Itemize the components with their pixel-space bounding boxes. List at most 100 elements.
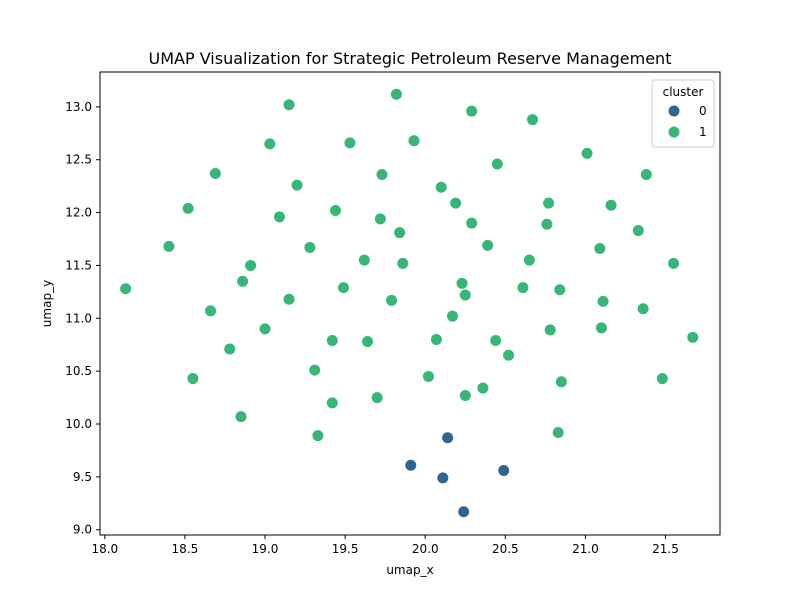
- data-point-cluster-1: [542, 196, 556, 210]
- data-point-cluster-1: [407, 134, 421, 148]
- data-point-cluster-1: [208, 166, 222, 180]
- data-point-cluster-1: [393, 226, 407, 240]
- data-point-cluster-1: [553, 283, 567, 297]
- y-tick-label: 10.0: [65, 417, 92, 431]
- data-point-cluster-0: [497, 464, 511, 478]
- data-point-cluster-1: [357, 253, 371, 267]
- data-point-cluster-1: [223, 342, 237, 356]
- data-point-cluster-1: [593, 242, 607, 256]
- x-tick-label: 20.5: [492, 542, 519, 556]
- data-point-cluster-1: [263, 137, 277, 151]
- y-axis-ticks: 9.0 9.5 10.0 10.5 11.0 11.5 12.0 12.5 13.0: [65, 100, 100, 537]
- data-point-cluster-1: [337, 281, 351, 295]
- y-tick-label: 13.0: [65, 100, 92, 114]
- data-point-cluster-1: [543, 323, 557, 337]
- x-tick-label: 19.5: [332, 542, 359, 556]
- y-tick-label: 9.5: [73, 470, 92, 484]
- data-point-cluster-1: [329, 203, 343, 217]
- plot-frame: [99, 71, 721, 536]
- data-point-cluster-1: [540, 217, 554, 231]
- data-point-cluster-1: [631, 224, 645, 238]
- data-point-cluster-1: [458, 288, 472, 302]
- y-tick-label: 12.5: [65, 153, 92, 167]
- data-point-cluster-0: [457, 505, 471, 519]
- data-point-cluster-1: [204, 304, 218, 318]
- data-point-cluster-1: [526, 113, 540, 127]
- data-point-cluster-1: [389, 87, 403, 101]
- data-point-cluster-1: [325, 333, 339, 347]
- x-tick-label: 18.5: [172, 542, 199, 556]
- data-point-cluster-1: [489, 333, 503, 347]
- data-point-cluster-1: [162, 239, 176, 253]
- y-tick-label: 11.0: [65, 311, 92, 325]
- data-point-cluster-1: [551, 425, 565, 439]
- legend-marker-1: [667, 125, 681, 139]
- x-axis-ticks: 18.0 18.5 19.0 19.5 20.0 20.5 21.0 21.5: [91, 535, 679, 556]
- data-point-cluster-1: [554, 375, 568, 389]
- data-point-cluster-1: [272, 210, 286, 224]
- data-point-cluster-1: [429, 332, 443, 346]
- data-point-cluster-1: [522, 253, 536, 267]
- data-point-cluster-1: [445, 309, 459, 323]
- data-point-cluster-1: [639, 168, 653, 182]
- data-point-cluster-1: [604, 198, 618, 212]
- x-tick-label: 19.0: [252, 542, 279, 556]
- data-point-cluster-0: [436, 471, 450, 485]
- legend-label-0: 0: [699, 104, 707, 118]
- data-point-cluster-1: [449, 196, 463, 210]
- legend: cluster 0 1: [651, 79, 715, 148]
- data-point-cluster-1: [655, 372, 669, 386]
- data-point-cluster-1: [361, 335, 375, 349]
- data-point-cluster-1: [594, 321, 608, 335]
- x-tick-label: 21.5: [652, 542, 679, 556]
- data-point-cluster-1: [373, 212, 387, 226]
- data-point-cluster-1: [119, 282, 133, 296]
- data-point-cluster-1: [458, 388, 472, 402]
- data-point-cluster-1: [308, 363, 322, 377]
- data-point-cluster-1: [186, 372, 200, 386]
- data-point-cluster-1: [303, 240, 317, 254]
- data-point-cluster-1: [516, 281, 530, 295]
- data-point-cluster-1: [481, 238, 495, 252]
- data-point-cluster-1: [455, 276, 469, 290]
- data-point-cluster-1: [490, 157, 504, 171]
- data-point-cluster-1: [580, 146, 594, 160]
- data-point-cluster-1: [343, 136, 357, 150]
- data-point-cluster-1: [434, 180, 448, 194]
- data-point-cluster-1: [686, 330, 700, 344]
- y-tick-label: 12.0: [65, 206, 92, 220]
- plot-points: [119, 87, 700, 519]
- data-point-cluster-1: [258, 322, 272, 336]
- data-point-cluster-1: [282, 292, 296, 306]
- legend-label-1: 1: [699, 125, 707, 139]
- y-axis-label: umap_y: [40, 280, 54, 327]
- data-point-cluster-1: [236, 274, 250, 288]
- data-point-cluster-1: [325, 396, 339, 410]
- data-point-cluster-1: [375, 168, 389, 182]
- data-point-cluster-1: [244, 258, 258, 272]
- data-point-cluster-1: [465, 104, 479, 118]
- y-tick-label: 9.0: [73, 523, 92, 537]
- data-point-cluster-1: [370, 391, 384, 405]
- data-point-cluster-1: [396, 256, 410, 270]
- x-axis-label: umap_x: [386, 563, 433, 577]
- data-point-cluster-1: [234, 410, 248, 424]
- data-point-cluster-1: [667, 256, 681, 270]
- legend-marker-0: [667, 104, 681, 118]
- chart-title: UMAP Visualization for Strategic Petrole…: [149, 49, 672, 68]
- data-point-cluster-1: [290, 178, 304, 192]
- legend-title: cluster: [663, 85, 704, 99]
- data-point-cluster-1: [181, 201, 195, 215]
- data-point-cluster-1: [421, 369, 435, 383]
- y-tick-label: 10.5: [65, 364, 92, 378]
- legend-box: [651, 79, 715, 148]
- data-point-cluster-1: [311, 429, 325, 443]
- data-point-cluster-1: [465, 216, 479, 230]
- data-point-cluster-1: [476, 381, 490, 395]
- data-point-cluster-1: [596, 294, 610, 308]
- data-point-cluster-1: [502, 348, 516, 362]
- data-point-cluster-1: [385, 293, 399, 307]
- x-tick-label: 21.0: [572, 542, 599, 556]
- x-tick-label: 18.0: [91, 542, 118, 556]
